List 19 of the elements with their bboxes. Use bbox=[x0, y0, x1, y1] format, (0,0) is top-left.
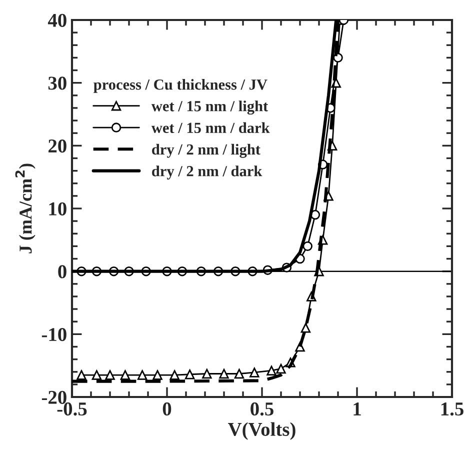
y-tick-label: -10 bbox=[42, 328, 66, 342]
x-tick-label: 0.5 bbox=[250, 402, 274, 416]
x-tick-label: 0 bbox=[162, 402, 172, 416]
y-tick-label: 20 bbox=[48, 139, 66, 153]
x-tick-label: 1 bbox=[354, 402, 361, 416]
y-tick-label: 0 bbox=[58, 265, 66, 278]
legend-label: wet / 15 nm / light bbox=[151, 100, 268, 115]
y-axis-title: J (mA/cm$^{2}$) bbox=[15, 164, 36, 254]
y-tick-label: -20 bbox=[42, 390, 66, 404]
x-axis-title: V(Volts) bbox=[228, 422, 296, 440]
y-tick-label: 30 bbox=[48, 76, 66, 90]
y-tick-label: 10 bbox=[49, 202, 66, 216]
legend-label: dry / 2 nm / light bbox=[152, 144, 260, 158]
legend-label: wet / 15 nm / dark bbox=[151, 122, 270, 134]
x-tick-label: -0.5 bbox=[57, 402, 87, 416]
y-tick-label: 40 bbox=[48, 14, 66, 27]
legend-title: process / Cu thickness / JV bbox=[94, 78, 268, 93]
x-tick-label: 1.5 bbox=[441, 402, 464, 416]
legend-label: dry / 2 nm / dark bbox=[152, 166, 262, 180]
